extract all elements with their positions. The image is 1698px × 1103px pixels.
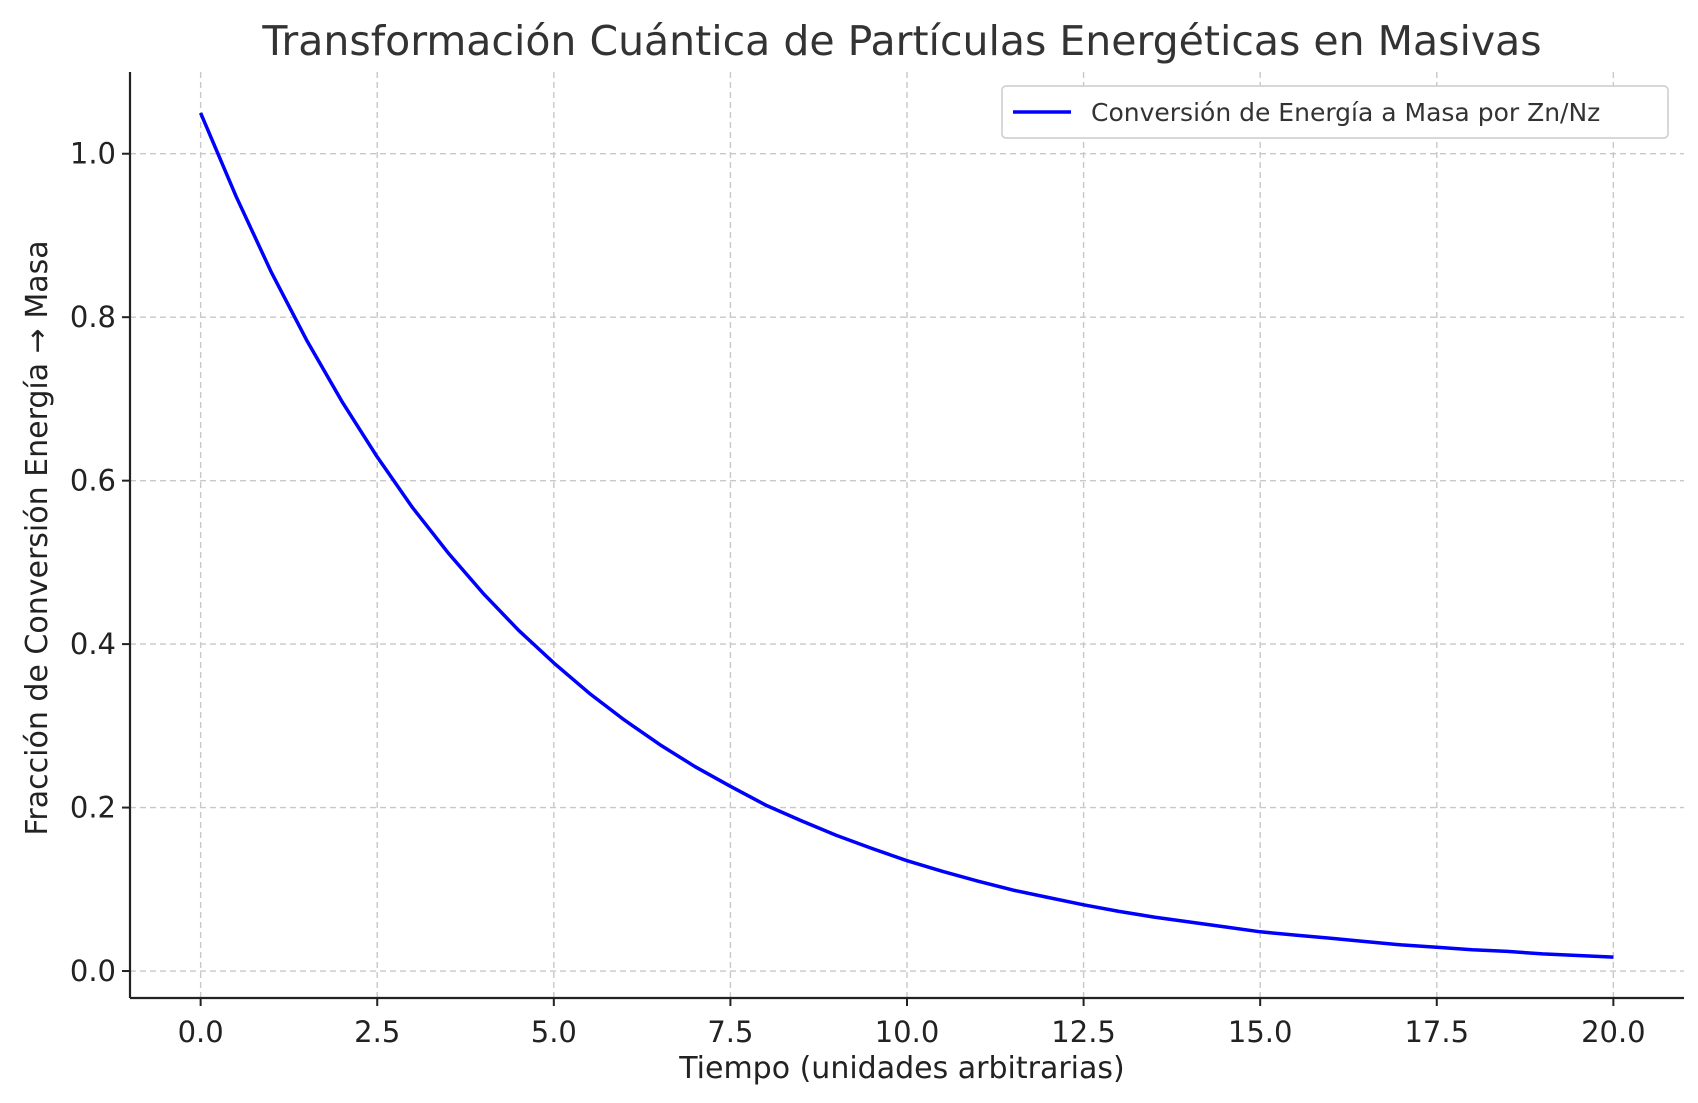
- x-tick-label: 17.5: [1404, 1015, 1469, 1049]
- x-tick-label: 12.5: [1051, 1015, 1116, 1049]
- x-tick-label: 0.0: [178, 1015, 224, 1049]
- legend: Conversión de Energía a Masa por Zn/Nz: [1001, 85, 1669, 139]
- y-axis-label: Fracción de Conversión Energía → Masa: [20, 240, 55, 835]
- y-tick-label: 0.8: [70, 300, 116, 334]
- x-tick-label: 2.5: [354, 1015, 400, 1049]
- y-tick-label: 0.6: [70, 464, 116, 498]
- y-tick-label: 0.2: [70, 791, 116, 825]
- legend-frame: [1001, 85, 1669, 139]
- x-tick-label: 7.5: [707, 1015, 753, 1049]
- axes: [122, 72, 1684, 1006]
- x-tick-label: 15.0: [1228, 1015, 1293, 1049]
- y-tick-label: 0.0: [70, 954, 116, 988]
- tick-labels: 0.0 2.5 5.0 7.5 10.0 12.5 15.0 17.5 20.0 0.0 0.2 0.…: [70, 137, 1646, 1049]
- series-lines: [198, 112, 1614, 959]
- x-tick-label: 20.0: [1581, 1015, 1646, 1049]
- chart-title: Transformación Cuántica de Partículas En…: [261, 17, 1541, 65]
- x-axis-label: Tiempo (unidades arbitrarias): [678, 1051, 1124, 1086]
- legend-entry-label: Conversión de Energía a Masa por Zn/Nz: [1091, 98, 1600, 127]
- grid: [130, 72, 1684, 998]
- x-tick-label: 10.0: [875, 1015, 940, 1049]
- y-tick-label: 1.0: [70, 137, 116, 171]
- series-line: [198, 112, 1614, 959]
- y-tick-label: 0.4: [70, 627, 116, 661]
- x-tick-label: 5.0: [531, 1015, 577, 1049]
